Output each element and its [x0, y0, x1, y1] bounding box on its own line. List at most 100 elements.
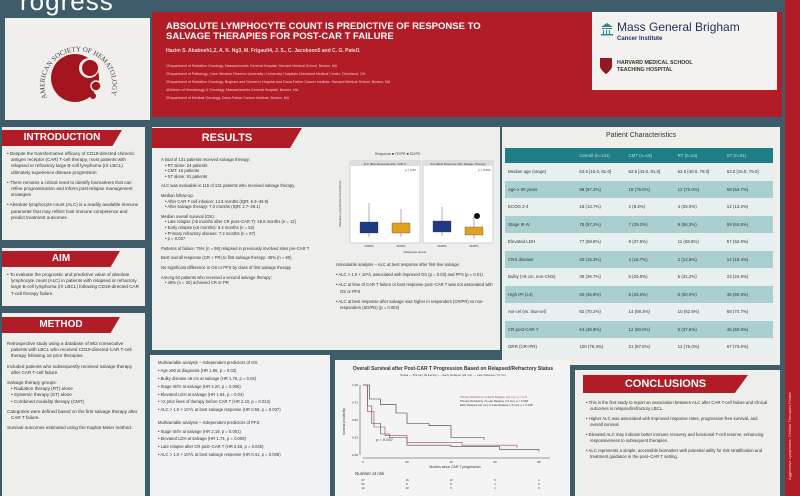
- km-risk-count: 6: [406, 482, 408, 486]
- side-strip: Aggressive Lymphoma: Cellular Therapies …: [785, 0, 800, 496]
- km-annotation: Primary Refractory vs Late Relapse (>6 m…: [460, 399, 528, 403]
- partial-header-text: rogress: [20, 0, 114, 16]
- km-curve-1: [363, 384, 540, 452]
- boxplot-outlier: [474, 213, 480, 219]
- table-cell: 6 (37.5%): [674, 320, 724, 338]
- table-cell: 12 (75.0%): [674, 180, 724, 198]
- table-cell: 4 (25.0%): [674, 198, 724, 216]
- table-cell: 62.5 [43.0, 81.0]: [625, 163, 675, 181]
- boxplot-box: [391, 222, 411, 234]
- affiliation: 4Division of Hematology & Oncology, Mass…: [166, 88, 299, 92]
- table-cell: 68 (74.7%): [723, 303, 773, 321]
- table-cell: 5 (25.0%): [625, 268, 675, 286]
- patient-characteristics-title: Patient Characteristics: [605, 132, 677, 139]
- univariable-analysis: Univariable analysis – ALC at best respo…: [335, 262, 495, 315]
- boxplot-panel-title: ALC (Best Response After Salvage Therapy…: [430, 162, 486, 166]
- os-predictor: • Age ≥60 at diagnosis (HR 1.86, p = 0.0…: [158, 368, 237, 374]
- km-risk-count: 0: [538, 486, 540, 490]
- table-row: CR post-CAR T 64 (48.9%) 12 (50.0%) 6 (37.5…: [505, 320, 773, 338]
- table-cell: 8 (50.0%): [674, 285, 724, 303]
- table-cell: Bulky (>5 cm, non-CNS): [505, 268, 577, 286]
- method-paragraph: Salvage therapy groups: • Radiation ther…: [7, 380, 85, 404]
- table-cell: 11 (68.8%): [674, 233, 724, 251]
- table-row: ORR (CR+PR) 100 (76.3%) 21 (87.5%) 12 (75.0…: [505, 338, 773, 356]
- table-cell: Median age (range): [505, 163, 577, 181]
- method-text: Retrospective study using a database of …: [6, 341, 140, 435]
- results-paragraph: ALC was evaluable in 115 of 131 patients…: [161, 183, 296, 189]
- introduction-item: • Absolute lymphocyte count (ALC) is a r…: [7, 202, 139, 220]
- table-cell: 75 (57.3%): [576, 215, 626, 233]
- km-ylabel: Survival probability: [342, 408, 346, 435]
- table-cell: ORR (CR+PR): [505, 338, 577, 356]
- boxplot-category: CR/PR: [364, 244, 374, 248]
- table-cell: 58 (63.7%): [723, 180, 773, 198]
- conclusion-item: • Elevated ALC may indicate better immun…: [586, 432, 764, 443]
- univariable-item: • ALC at best response after salvage was…: [336, 298, 484, 311]
- table-cell: 4 (16.7%): [625, 250, 675, 268]
- km-risk-count: 10: [405, 486, 409, 490]
- multivariable-section: Multivariable analysis – Independent pre…: [150, 355, 330, 496]
- conclusion-item: • This is the first study to report an a…: [586, 400, 768, 411]
- table-cell: 59 (64.8%): [723, 215, 773, 233]
- conclusions-list: • This is the first study to report an a…: [585, 400, 770, 464]
- table-row: Axi-cel (vs. tisa-cel) 92 (70.2%) 14 (58.3…: [505, 303, 773, 321]
- km-y-tick: 0.50: [352, 418, 358, 422]
- results-paragraph: Median overall survival (OS): • Late rel…: [161, 213, 297, 242]
- conclusion-item: • Higher ALC was associated with improve…: [586, 416, 758, 427]
- km-risk-count: 1: [538, 478, 540, 482]
- km-y-tick: 0.00: [352, 453, 358, 457]
- introduction-list: • Despite the transformative efficacy of…: [6, 151, 142, 225]
- table-cell: 14 (58.3%): [625, 303, 675, 321]
- table-cell: 12 (13.2%): [723, 198, 773, 216]
- table-cell: 9 (56.3%): [674, 215, 724, 233]
- boxplot-category: SD/PD: [469, 244, 479, 248]
- km-risk-count: 1: [494, 486, 496, 490]
- results-text: A total of 131 patients received salvage…: [160, 157, 335, 290]
- table-header: Overall (n=131): [576, 148, 626, 163]
- method-paragraph: Survival outcomes estimated using the Ka…: [7, 425, 133, 431]
- table-row: Elevated LDH 77 (58.8%) 9 (37.5%) 11 (68.8%…: [505, 233, 773, 251]
- conclusion-item: • ALC represents a simple, accessible bi…: [586, 448, 763, 459]
- table-cell: 2 (8.3%): [625, 198, 675, 216]
- km-annotation: Early Relapse (≤6 mo) vs Late Relapse (>…: [460, 403, 533, 407]
- table-header: RT (n=24): [674, 148, 724, 163]
- univariable-item: • ALC > 1.0 × 10⁹/L associated with impr…: [336, 272, 483, 278]
- km-y-tick: 0.25: [352, 436, 358, 440]
- introduction-heading: INTRODUCTION: [2, 130, 122, 146]
- table-cell: 2 (12.5%): [674, 250, 724, 268]
- table-cell: 57 (62.6%): [723, 233, 773, 251]
- table-cell: 64 (48.9%): [576, 320, 626, 338]
- table-cell: 77 (58.8%): [576, 233, 626, 251]
- km-risk-count: 52: [361, 482, 365, 486]
- mgb-sub: Cancer Institute: [617, 36, 663, 42]
- poster-title-line-1: ABSOLUTE LYMPHOCYTE COUNT IS PREDICTIVE …: [166, 21, 481, 32]
- km-xlabel: Months since CAR T progression: [429, 465, 480, 469]
- km-survival-plot: Overall Survival after Post-CAR T Progre…: [342, 366, 553, 490]
- results-heading: RESULTS: [152, 128, 302, 148]
- km-risk-count: 13: [449, 478, 453, 482]
- km-figure-section: Overall Survival after Post-CAR T Progre…: [335, 360, 570, 496]
- table-cell: 9 (37.5%): [625, 233, 675, 251]
- table-cell: 46 (50.5%): [723, 320, 773, 338]
- table-cell: 23 (24.9%): [723, 268, 773, 286]
- table-row: Stage III-IV 75 (57.3%) 7 (29.2%) 9 (56.3%)…: [505, 215, 773, 233]
- results-paragraph: No significant difference in OS or PFS b…: [161, 264, 292, 270]
- table-cell: High IPI (≥4): [505, 285, 577, 303]
- hms-line-2: TEACHING HOSPITAL: [617, 67, 673, 73]
- ash-logo-panel: AMERICAN SOCIETY OF HEMATOLOGY: [5, 18, 150, 120]
- table-cell: 67 (73.6%): [723, 338, 773, 356]
- table-row: Bulky (>5 cm, non-CNS) 35 (26.7%) 5 (25.0%…: [505, 268, 773, 286]
- pfs-predictor: • Late relapse after CR post–CAR T (HR 0…: [158, 444, 264, 450]
- table-cell: Elevated LDH: [505, 233, 577, 251]
- boxplot-ylabel: Absolute Lymphocyte Count (K/uL): [338, 181, 342, 227]
- boxplot-legend: Response ■ CR/PR ■ SD/PD: [375, 152, 421, 156]
- table-cell: 21 (87.5%): [625, 338, 675, 356]
- pfs-predictor: • Stage III/IV at salvage (HR 2.18, p = …: [158, 428, 241, 434]
- km-risk-count: 6: [450, 486, 452, 490]
- affiliation: 1Department of Radiation Oncology, Massa…: [166, 64, 338, 68]
- km-risk-count: 12: [361, 486, 365, 490]
- km-y-tick: 1.00: [352, 383, 358, 387]
- table-cell: 62.0 [40.0, 78.0]: [674, 163, 724, 181]
- km-risk-count: 0: [538, 482, 540, 486]
- table-row: Median age (range) 62.0 [15.0, 81.0] 62.5 …: [505, 163, 773, 181]
